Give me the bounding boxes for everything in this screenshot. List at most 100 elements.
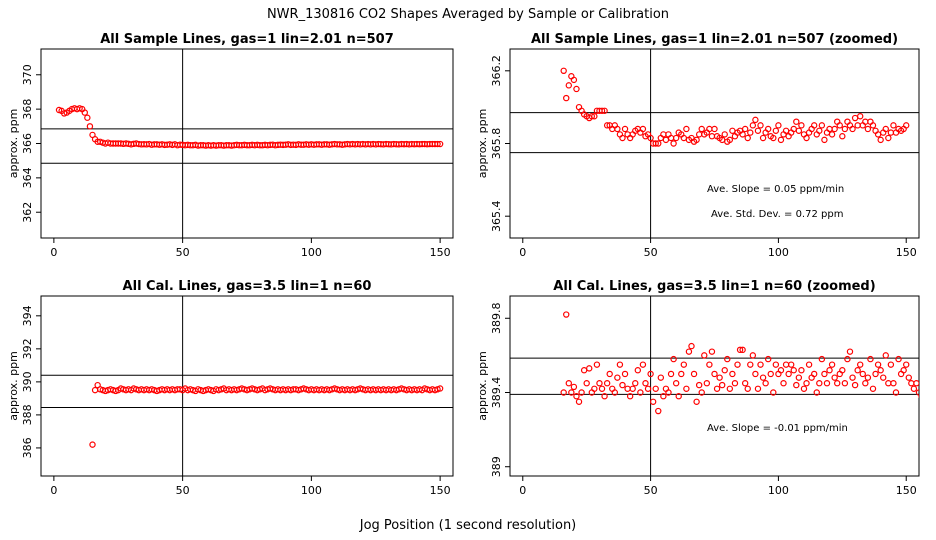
data-point	[874, 361, 882, 368]
data-point	[785, 370, 792, 378]
data-point	[741, 125, 749, 133]
data-point	[683, 385, 690, 392]
data-point	[642, 380, 649, 387]
data-point	[821, 370, 828, 378]
data-point	[670, 355, 677, 363]
data-point	[593, 361, 601, 368]
data-point	[777, 136, 785, 144]
data-point	[580, 367, 588, 374]
data-point	[84, 114, 91, 121]
data-point	[639, 125, 647, 133]
data-point	[922, 368, 927, 373]
data-point	[734, 361, 741, 368]
data-point	[828, 131, 836, 138]
data-point	[764, 355, 772, 363]
data-point	[803, 134, 810, 142]
data-point	[632, 380, 639, 387]
data-point	[667, 370, 675, 378]
data-point	[813, 389, 820, 396]
data-point	[596, 380, 603, 387]
y-tick-label: 362	[21, 202, 34, 223]
data-point	[716, 374, 723, 381]
data-point	[647, 370, 654, 378]
data-point	[644, 385, 652, 392]
data-point	[849, 125, 856, 133]
y-tick-label: 389	[490, 456, 503, 477]
data-point	[657, 374, 665, 381]
x-tick-label: 150	[430, 246, 451, 259]
data-point	[844, 355, 851, 363]
data-point	[857, 113, 864, 120]
data-point	[892, 389, 900, 396]
data-point	[818, 355, 826, 363]
data-point	[721, 131, 728, 138]
data-point	[810, 122, 818, 129]
x-tick-label: 0	[519, 484, 526, 497]
y-tick-label: 392	[21, 338, 34, 359]
data-point	[880, 374, 887, 381]
data-point	[662, 136, 670, 144]
data-point	[672, 380, 680, 387]
data-point	[739, 346, 746, 354]
data-point	[754, 385, 762, 392]
data-point	[649, 398, 657, 405]
data-point	[655, 140, 662, 147]
data-point	[563, 311, 570, 318]
data-point	[790, 367, 797, 374]
data-point	[752, 370, 759, 378]
data-point	[780, 380, 787, 387]
y-axis-label: approx. ppm	[476, 109, 489, 179]
data-point	[698, 389, 705, 396]
data-point	[652, 140, 659, 147]
data-point	[744, 385, 751, 392]
data-point	[598, 385, 606, 392]
data-point	[675, 393, 682, 400]
y-tick-label: 386	[21, 437, 34, 458]
data-point	[839, 367, 846, 374]
data-point	[864, 125, 872, 133]
x-tick-label: 0	[50, 246, 57, 259]
data-point	[890, 122, 897, 129]
y-axis-label: approx. ppm	[7, 351, 20, 421]
x-tick-label: 100	[301, 246, 322, 259]
data-point	[563, 94, 570, 102]
data-point	[578, 389, 585, 396]
data-point	[757, 361, 764, 368]
data-point	[816, 127, 823, 134]
data-point	[903, 361, 910, 368]
data-point	[634, 367, 642, 374]
data-point	[846, 348, 854, 355]
data-point	[864, 374, 872, 381]
data-point	[869, 385, 877, 392]
x-tick-label: 0	[519, 246, 526, 259]
data-point	[851, 114, 859, 122]
data-point	[575, 398, 583, 405]
data-point	[821, 136, 828, 144]
panel-cal-lines-zoomed: All Cal. Lines, gas=3.5 lin=1 n=60 (zoom…	[476, 279, 929, 497]
x-tick-label: 50	[644, 246, 658, 259]
data-point	[759, 134, 767, 142]
data-point	[698, 125, 705, 133]
data-point	[924, 375, 929, 380]
data-point	[854, 367, 861, 374]
data-point	[611, 389, 619, 396]
plot-frame	[509, 295, 920, 477]
annotation: Ave. Slope = 0.05 ppm/min	[707, 184, 844, 195]
data-point	[621, 370, 629, 378]
y-tick-label: 366.2	[490, 55, 503, 87]
data-point	[872, 370, 879, 378]
data-point	[591, 113, 598, 120]
data-point	[793, 118, 800, 125]
data-point	[565, 82, 572, 89]
data-point	[708, 348, 716, 355]
data-points	[560, 311, 929, 415]
data-point	[885, 134, 892, 142]
data-point	[565, 380, 572, 387]
data-point	[895, 355, 902, 363]
data-point	[693, 136, 700, 144]
data-point	[818, 122, 826, 129]
data-point	[762, 380, 769, 387]
x-tick-label: 150	[896, 484, 917, 497]
data-point	[834, 380, 841, 387]
data-point	[759, 374, 767, 381]
